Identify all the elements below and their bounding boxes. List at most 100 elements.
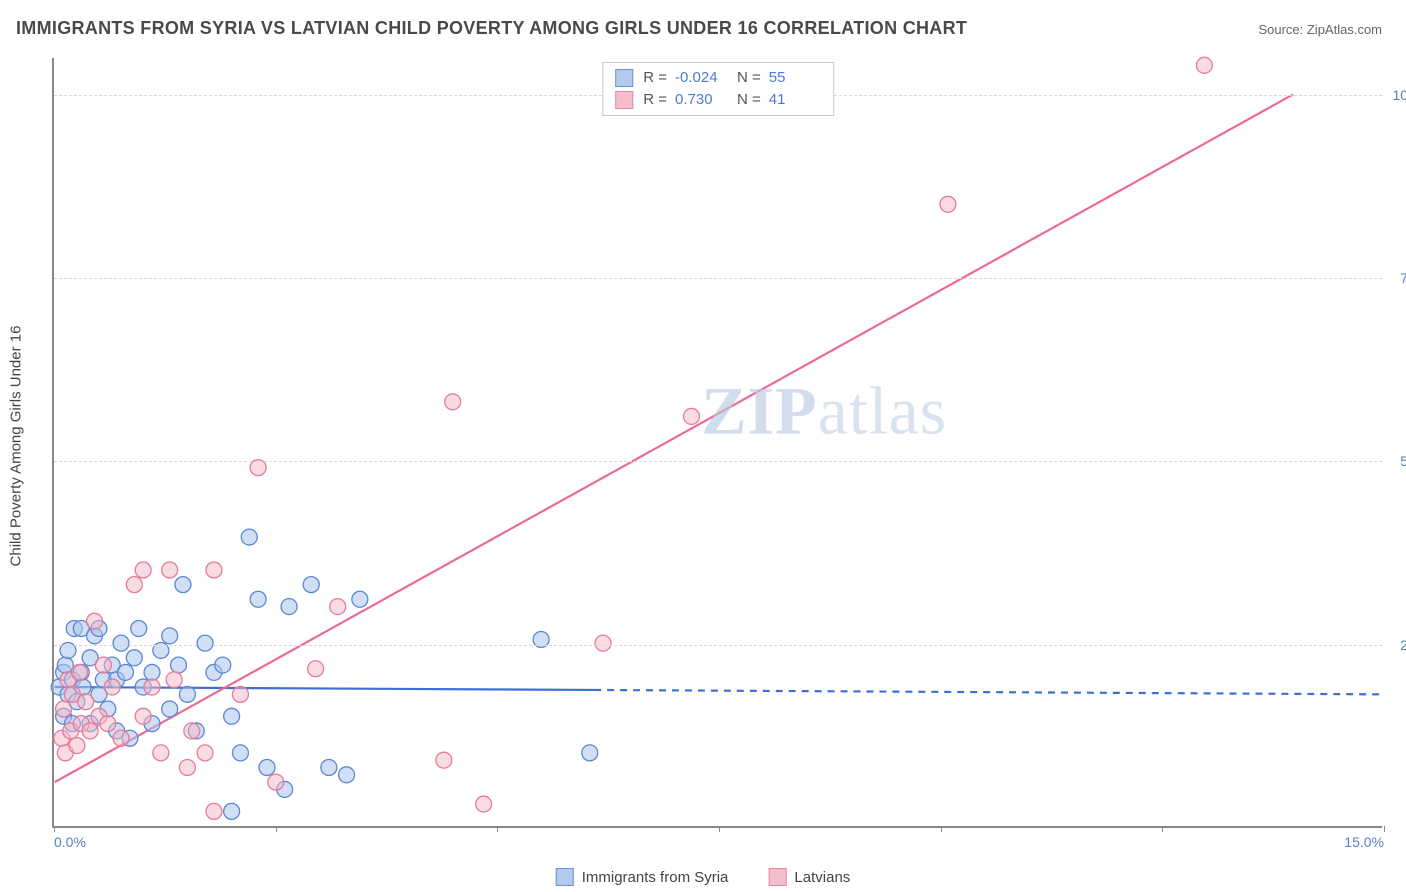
data-point <box>224 708 240 724</box>
data-point <box>82 723 98 739</box>
x-tick-mark <box>1162 826 1163 832</box>
data-point <box>206 562 222 578</box>
data-point <box>476 796 492 812</box>
plot-area: R = -0.024 N = 55 R = 0.730 N = 41 ZIPat… <box>52 58 1382 828</box>
y-tick-label: 25.0% <box>1400 637 1406 653</box>
data-point <box>144 679 160 695</box>
data-point <box>352 591 368 607</box>
legend-stats-box: R = -0.024 N = 55 R = 0.730 N = 41 <box>602 62 834 116</box>
y-axis-title: Child Poverty Among Girls Under 16 <box>8 326 25 567</box>
x-tick-label: 0.0% <box>54 834 86 850</box>
gridline <box>54 278 1382 279</box>
data-point <box>175 577 191 593</box>
data-point <box>135 562 151 578</box>
x-tick-mark <box>719 826 720 832</box>
x-tick-mark <box>941 826 942 832</box>
x-tick-mark <box>54 826 55 832</box>
data-point <box>436 752 452 768</box>
legend-swatch-latvians <box>615 91 633 109</box>
data-point <box>339 767 355 783</box>
data-point <box>162 701 178 717</box>
data-point <box>57 657 73 673</box>
data-point <box>330 599 346 615</box>
data-point <box>308 661 324 677</box>
data-point <box>940 196 956 212</box>
data-point <box>445 394 461 410</box>
chart-title: IMMIGRANTS FROM SYRIA VS LATVIAN CHILD P… <box>16 18 967 39</box>
data-point <box>56 701 72 717</box>
data-point <box>206 803 222 819</box>
data-point <box>683 408 699 424</box>
data-point <box>1196 57 1212 73</box>
data-point <box>595 635 611 651</box>
data-point <box>224 803 240 819</box>
legend-stats-row-latvians: R = 0.730 N = 41 <box>615 89 821 111</box>
legend-n-label: N = <box>737 89 761 111</box>
legend-r-value-syria: -0.024 <box>675 67 727 89</box>
data-point <box>179 686 195 702</box>
legend-r-label: R = <box>643 89 667 111</box>
data-point <box>104 679 120 695</box>
trend-line <box>55 95 1293 783</box>
legend-label-syria: Immigrants from Syria <box>582 869 729 886</box>
y-tick-label: 100.0% <box>1393 87 1406 103</box>
legend-r-value-latvians: 0.730 <box>675 89 727 111</box>
legend-item-latvians: Latvians <box>768 868 850 886</box>
y-tick-label: 50.0% <box>1400 453 1406 469</box>
y-tick-label: 75.0% <box>1400 270 1406 286</box>
legend-item-syria: Immigrants from Syria <box>556 868 729 886</box>
data-point <box>197 635 213 651</box>
data-point <box>241 529 257 545</box>
data-point <box>72 664 88 680</box>
data-point <box>268 774 284 790</box>
trend-line <box>594 690 1381 694</box>
data-point <box>144 664 160 680</box>
data-point <box>184 723 200 739</box>
data-point <box>250 591 266 607</box>
data-point <box>131 621 147 637</box>
x-tick-label: 15.0% <box>1344 834 1384 850</box>
source-attribution: Source: ZipAtlas.com <box>1258 22 1382 37</box>
data-point <box>321 760 337 776</box>
data-point <box>113 730 129 746</box>
gridline <box>54 645 1382 646</box>
data-point <box>303 577 319 593</box>
data-point <box>232 745 248 761</box>
chart-container: IMMIGRANTS FROM SYRIA VS LATVIAN CHILD P… <box>0 0 1406 892</box>
data-point <box>259 760 275 776</box>
chart-svg <box>54 58 1382 826</box>
legend-series-box: Immigrants from Syria Latvians <box>556 868 851 886</box>
data-point <box>215 657 231 673</box>
data-point <box>126 577 142 593</box>
x-tick-mark <box>497 826 498 832</box>
data-point <box>117 664 133 680</box>
legend-stats-row-syria: R = -0.024 N = 55 <box>615 67 821 89</box>
legend-swatch-syria <box>615 69 633 87</box>
data-point <box>100 716 116 732</box>
legend-label-latvians: Latvians <box>794 869 850 886</box>
data-point <box>162 562 178 578</box>
gridline <box>54 461 1382 462</box>
data-point <box>162 628 178 644</box>
data-point <box>113 635 129 651</box>
data-point <box>232 686 248 702</box>
data-point <box>135 708 151 724</box>
data-point <box>166 672 182 688</box>
data-point <box>153 745 169 761</box>
legend-r-label: R = <box>643 67 667 89</box>
data-point <box>69 738 85 754</box>
legend-n-value-latvians: 41 <box>769 89 821 111</box>
legend-swatch-latvians-bottom <box>768 868 786 886</box>
data-point <box>281 599 297 615</box>
x-tick-mark <box>276 826 277 832</box>
data-point <box>179 760 195 776</box>
data-point <box>95 657 111 673</box>
x-tick-mark <box>1384 826 1385 832</box>
data-point <box>126 650 142 666</box>
legend-n-label: N = <box>737 67 761 89</box>
data-point <box>197 745 213 761</box>
legend-n-value-syria: 55 <box>769 67 821 89</box>
data-point <box>87 613 103 629</box>
data-point <box>582 745 598 761</box>
data-point <box>171 657 187 673</box>
